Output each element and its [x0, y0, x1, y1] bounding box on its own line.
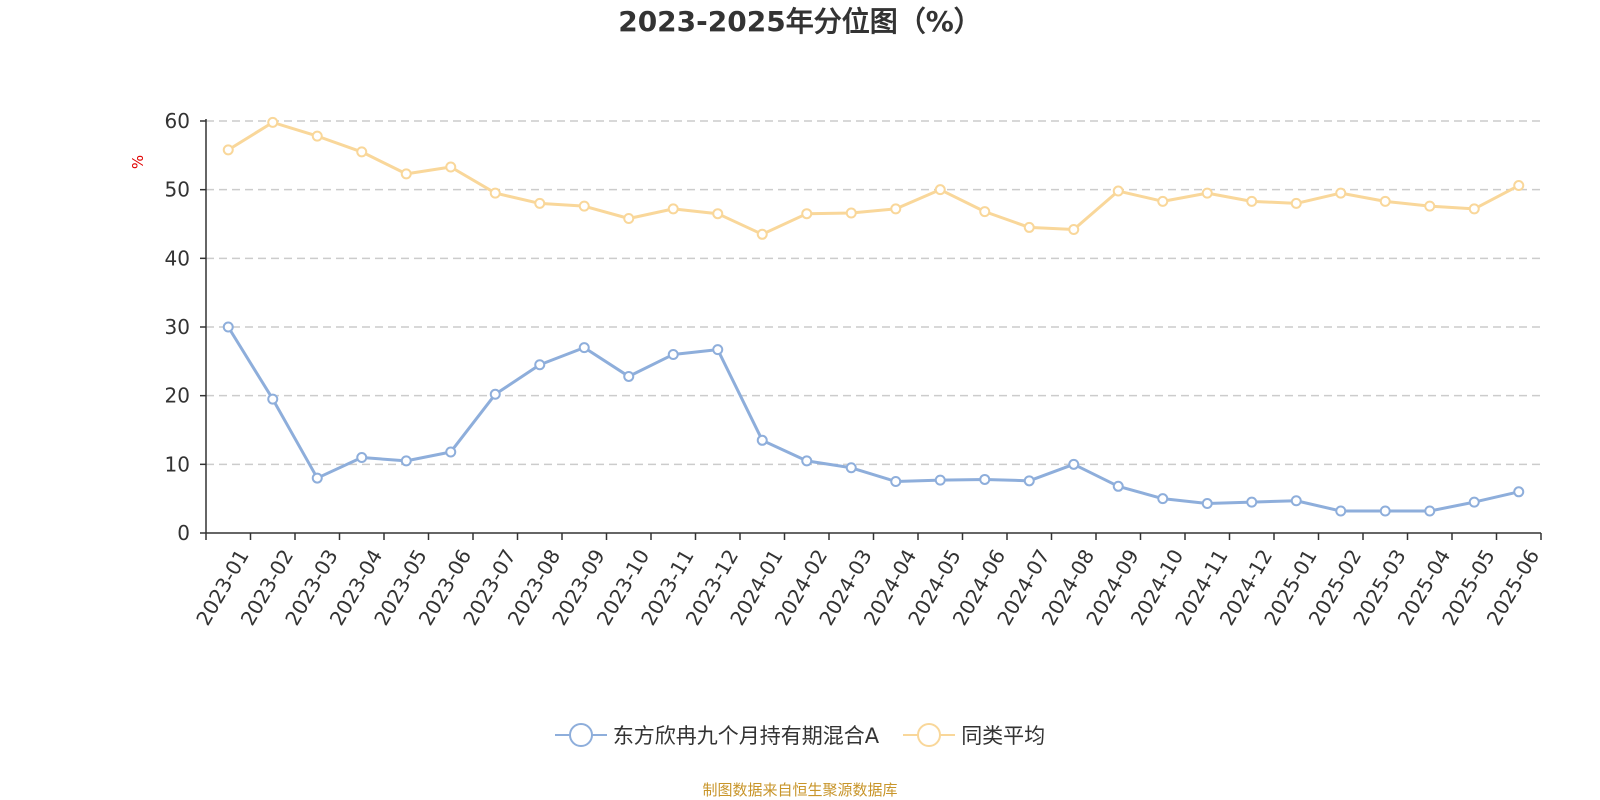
data-point-1	[1068, 223, 1080, 235]
legend-label-fund: 东方欣冉九个月持有期混合A	[612, 724, 880, 748]
gridlines	[206, 120, 1541, 466]
legend-item-fund[interactable]: 东方欣冉九个月持有期混合A	[554, 720, 880, 750]
legend-marker-fund-icon	[554, 722, 607, 748]
data-point-0	[1424, 505, 1436, 517]
legend-item-peer-average[interactable]: 同类平均	[903, 720, 1045, 750]
y-tick-label: 60	[165, 109, 190, 133]
data-point-0	[222, 321, 234, 333]
data-point-1	[1157, 195, 1169, 207]
data-point-1	[1201, 187, 1213, 199]
data-point-0	[578, 342, 590, 354]
data-point-0	[1023, 475, 1035, 487]
data-point-1	[845, 207, 857, 219]
y-tick-label: 0	[177, 521, 190, 545]
data-point-1	[1424, 200, 1436, 212]
data-point-1	[1023, 221, 1035, 233]
data-point-1	[934, 184, 946, 196]
y-axis-label: %	[129, 155, 147, 169]
y-tick-label: 30	[165, 315, 190, 339]
chart-plot: 01020304050602023-012023-022023-032023-0…	[129, 109, 1545, 629]
data-point-0	[1513, 486, 1525, 498]
data-point-1	[1468, 203, 1480, 215]
data-point-1	[979, 206, 991, 218]
data-point-0	[445, 446, 457, 458]
data-point-0	[1201, 497, 1213, 509]
data-point-1	[801, 208, 813, 220]
data-point-0	[1290, 495, 1302, 507]
data-point-0	[623, 370, 635, 382]
data-point-1	[756, 228, 768, 240]
source-note: 制图数据来自恒生聚源数据库	[702, 781, 898, 799]
data-point-0	[667, 348, 679, 360]
data-point-1	[400, 168, 412, 180]
data-point-0	[801, 455, 813, 467]
data-point-0	[1112, 480, 1124, 492]
data-point-0	[356, 451, 368, 463]
data-point-1	[1112, 185, 1124, 197]
data-point-1	[489, 187, 501, 199]
data-point-1	[222, 144, 234, 156]
y-tick-label: 50	[165, 178, 190, 202]
legend: 东方欣冉九个月持有期混合A 同类平均	[0, 720, 1600, 750]
data-point-0	[534, 359, 546, 371]
data-point-0	[1157, 493, 1169, 505]
legend-marker-peer-average-icon	[903, 722, 956, 748]
data-point-1	[1379, 195, 1391, 207]
data-point-1	[445, 161, 457, 173]
chart-title: 2023-2025年分位图（%）	[618, 5, 982, 38]
data-point-1	[311, 130, 323, 142]
data-point-0	[979, 473, 991, 485]
data-point-0	[934, 474, 946, 486]
data-point-1	[667, 203, 679, 215]
data-point-0	[756, 434, 768, 446]
data-point-0	[267, 393, 279, 405]
y-tick-label: 20	[165, 384, 190, 408]
data-point-0	[1335, 505, 1347, 517]
data-point-0	[1246, 496, 1258, 508]
y-tick-label: 40	[165, 246, 190, 270]
series-lines	[222, 116, 1525, 517]
data-point-1	[267, 116, 279, 128]
data-point-0	[845, 462, 857, 474]
data-point-1	[356, 146, 368, 158]
data-point-1	[534, 197, 546, 209]
data-point-0	[1468, 496, 1480, 508]
data-point-0	[890, 476, 902, 487]
data-point-0	[712, 344, 724, 356]
data-point-1	[712, 208, 724, 220]
data-point-1	[890, 203, 902, 215]
data-point-0	[489, 388, 501, 400]
data-point-1	[1290, 197, 1302, 209]
data-point-0	[1068, 458, 1080, 470]
series-line-1	[227, 120, 1520, 236]
axes: 01020304050602023-012023-022023-032023-0…	[165, 109, 1545, 629]
y-tick-label: 10	[165, 452, 190, 476]
series-line-0	[226, 326, 1520, 513]
data-point-1	[623, 213, 635, 225]
data-point-0	[400, 455, 412, 467]
data-point-1	[1246, 195, 1258, 207]
data-point-0	[311, 472, 323, 484]
data-point-0	[1379, 505, 1391, 517]
data-point-1	[1513, 180, 1525, 192]
data-point-1	[578, 200, 590, 212]
data-point-1	[1335, 187, 1347, 199]
legend-label-peer-average: 同类平均	[961, 724, 1046, 748]
